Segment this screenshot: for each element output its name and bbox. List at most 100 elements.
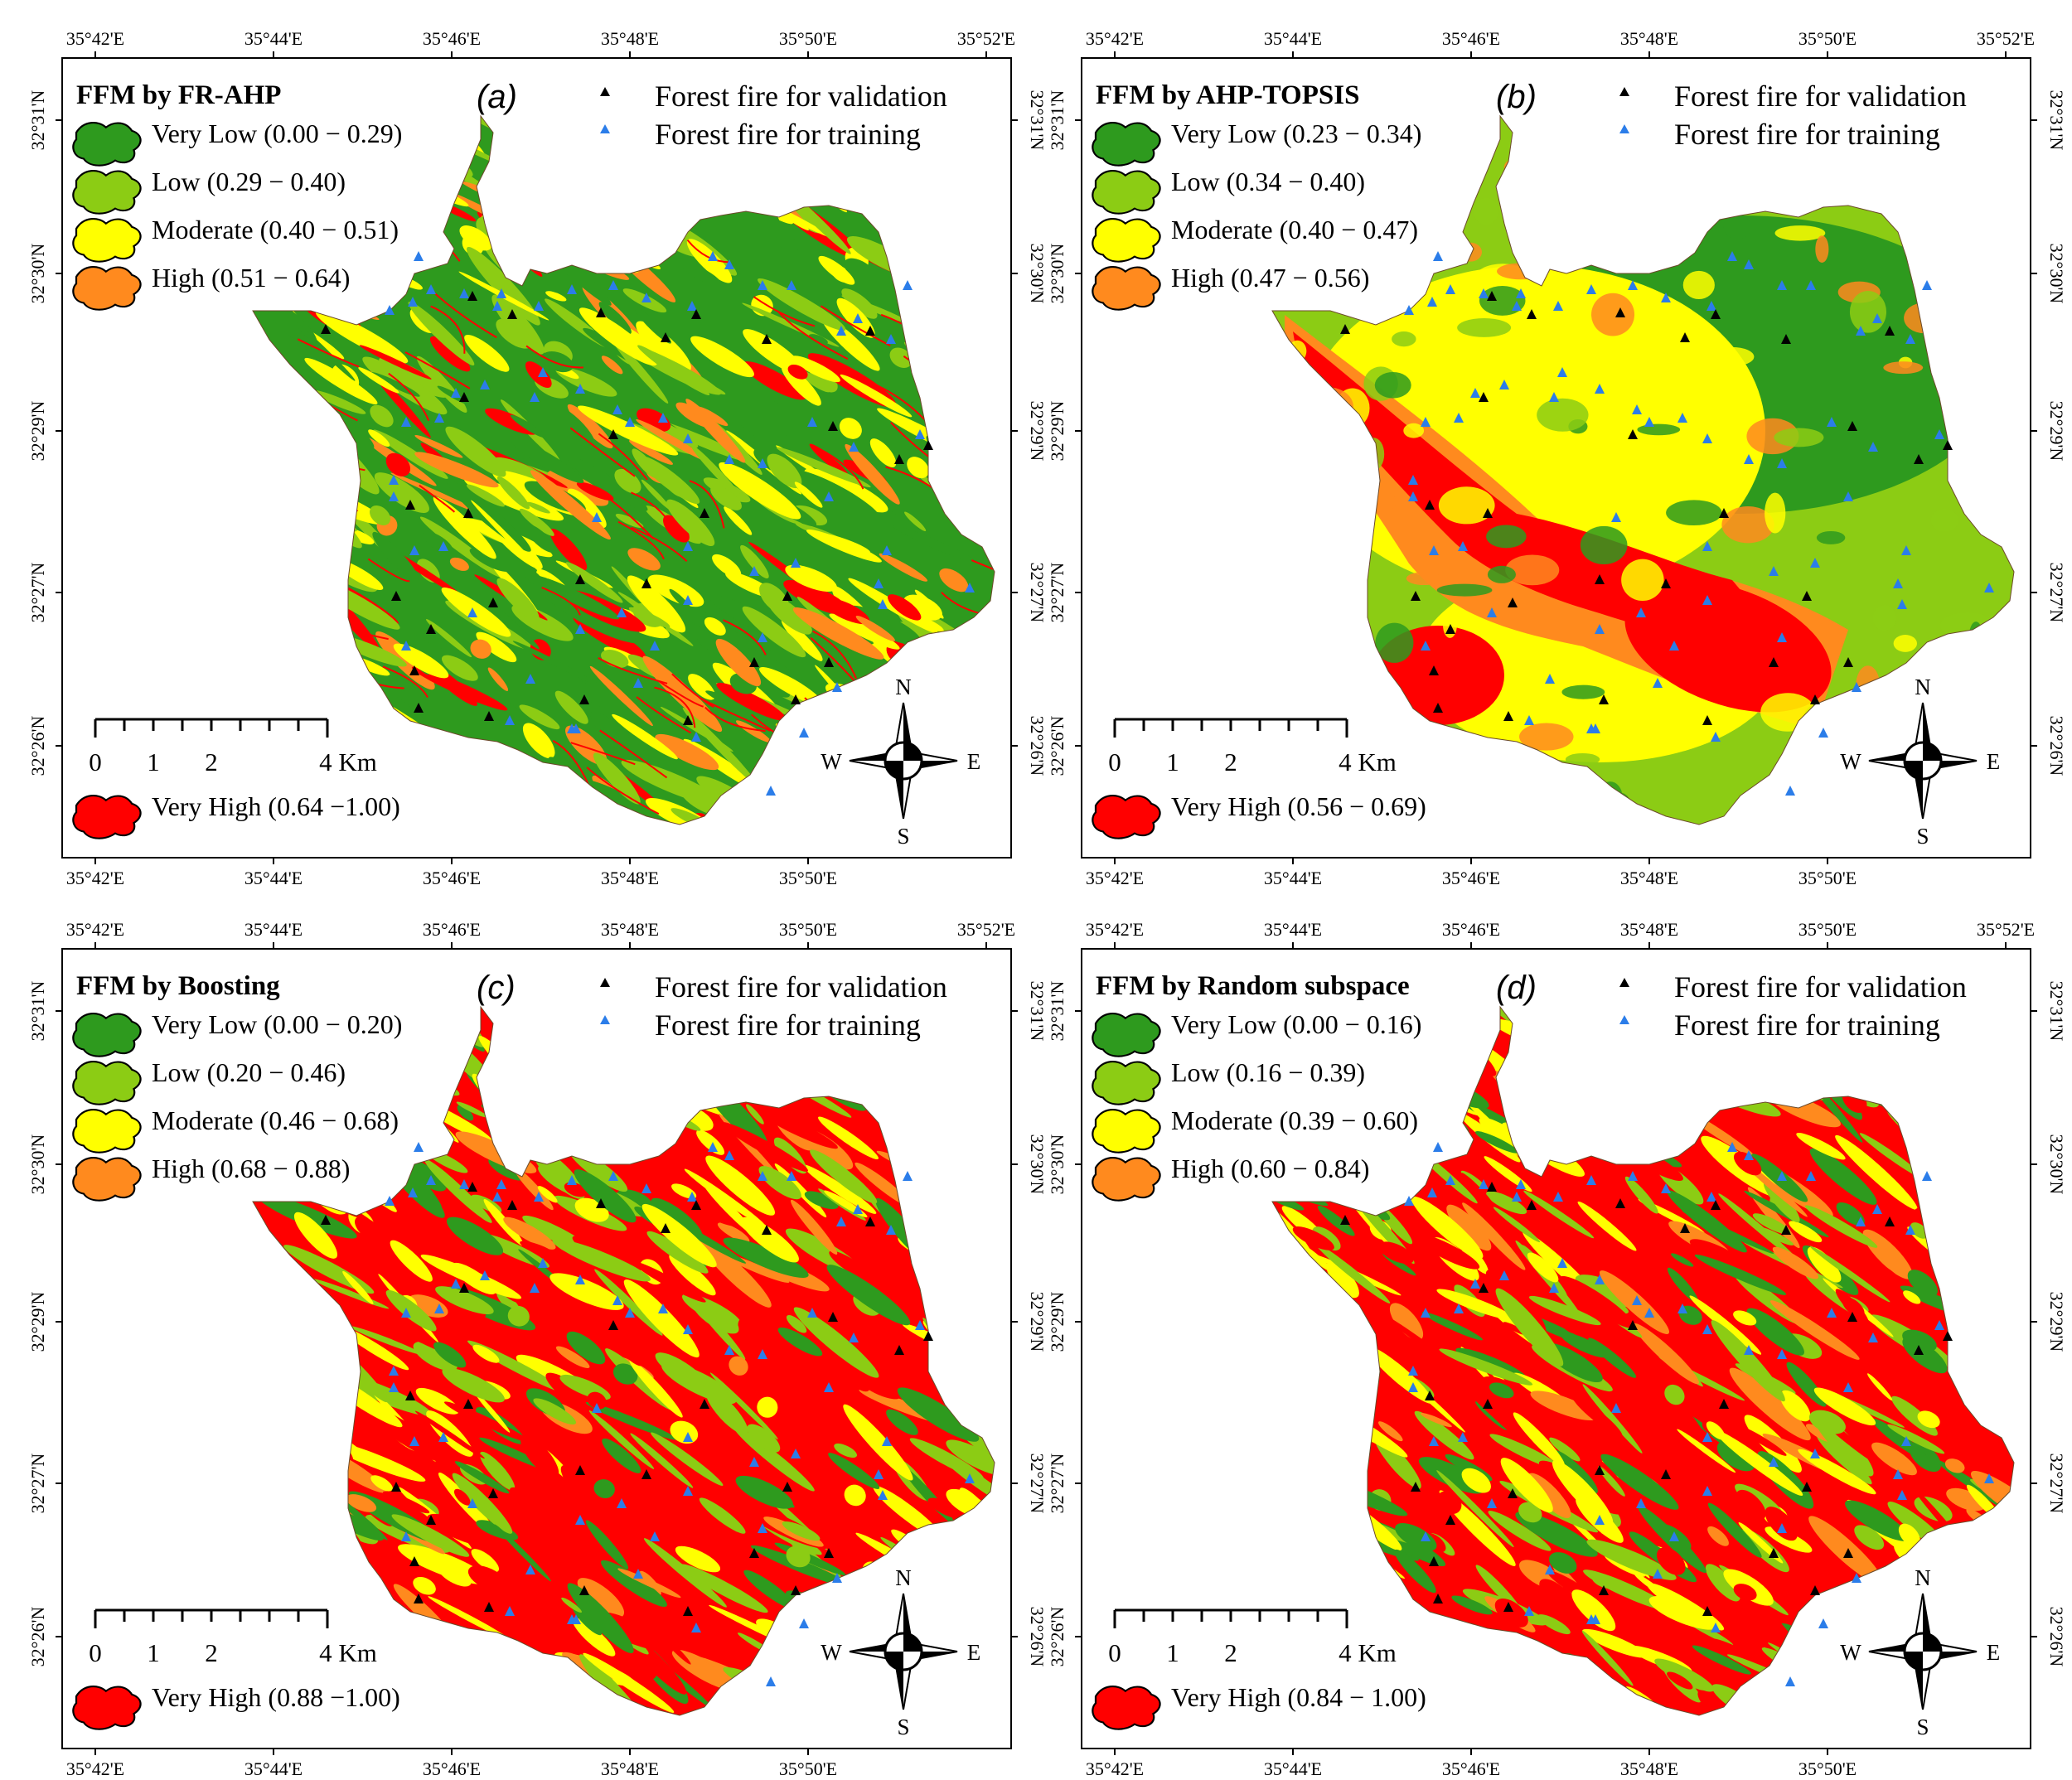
training-fire-marker [1744,1150,1754,1160]
validation-fire-marker [1847,1312,1857,1322]
validation-fire-marker [923,1331,933,1341]
longitude-label-bottom: 35°44'E [244,1758,303,1779]
latitude-label-left: 32°26'N [27,1607,48,1667]
legend-label-high: High (0.60 − 0.84) [1171,1154,1369,1183]
training-legend-label: Forest fire for training [1674,118,1940,151]
legend-swatch-very-low [72,122,142,167]
scale-label: 0 [1108,1638,1121,1667]
training-fire-marker [1632,404,1642,414]
latitude-label-right: 32°30'N [1027,244,1048,304]
validation-fire-marker [463,508,473,518]
validation-fire-marker [762,334,772,344]
legend-label-moderate: Moderate (0.46 − 0.68) [152,1105,399,1135]
longitude-label-top: 35°48'E [1620,28,1678,49]
latitude-label-right: 32°31'N [2046,90,2067,151]
training-fire-marker [683,1486,693,1496]
training-fire-marker [650,1531,660,1541]
training-fire-marker [1445,284,1455,294]
validation-fire-marker [661,1223,670,1233]
training-fire-marker [683,541,693,551]
validation-fire-marker [641,578,651,588]
training-fire-marker [758,1171,767,1181]
longitude-label-top: 35°42'E [1086,919,1144,940]
training-fire-marker [1827,1308,1837,1318]
validation-fire-marker [484,1602,494,1612]
training-fire-marker [426,1175,436,1185]
training-fire-marker [409,1436,419,1446]
training-fire-marker [1595,624,1605,634]
training-fire-marker [1702,1432,1712,1442]
training-fire-marker [1404,305,1414,315]
longitude-label-bottom: 35°48'E [1620,1758,1678,1779]
training-fire-marker [1404,1196,1414,1206]
validation-fire-marker [414,1594,424,1603]
scale-label: 1 [147,747,160,776]
training-fire-marker [1653,1569,1663,1579]
compass-w: W [1840,1640,1861,1665]
training-fire-marker [1843,1382,1853,1392]
legend-swatch-very-high [72,1686,142,1730]
training-fire-marker [886,1225,896,1235]
validation-fire-marker [1340,1215,1350,1225]
validation-fire-marker [467,1182,477,1192]
legend-label-very-low: Very Low (0.00 − 0.20) [152,1009,402,1039]
training-fire-marker [434,1304,444,1313]
validation-fire-marker [1914,454,1924,464]
validation-fire-marker [762,1225,772,1235]
validation-fire-marker [824,1548,834,1558]
north-arrow-icon [849,702,958,820]
validation-fire-marker [426,1515,436,1525]
validation-fire-marker [749,657,759,667]
training-fire-marker [1470,388,1480,398]
latitude-label-left: 32°31'N [27,90,48,151]
training-fire-marker [1586,284,1596,294]
training-fire-marker [459,1179,469,1189]
validation-fire-marker [579,1585,589,1595]
validation-fire-marker [1885,326,1895,336]
training-fire-marker [882,545,892,555]
training-fire-marker [1843,491,1853,501]
longitude-label-top: 35°52'E [1977,919,2035,940]
compass-w: W [1840,749,1861,774]
compass-e: E [967,749,981,774]
training-fire-marker [1901,1436,1911,1446]
training-fire-marker [1590,1614,1600,1624]
training-fire-marker [1777,1171,1787,1181]
validation-fire-marker [608,429,618,439]
legend-swatch-moderate [1092,1109,1161,1154]
validation-fire-marker [691,1200,701,1210]
validation-fire-marker [1340,324,1350,334]
training-fire-marker [882,1436,892,1446]
training-fire-marker [1872,313,1882,323]
training-fire-marker [1433,251,1443,261]
validation-fire-marker [1843,657,1853,667]
training-fire-marker [1984,583,1994,593]
scale-label: 0 [89,747,102,776]
legend-label-low: Low (0.16 − 0.39) [1171,1057,1365,1087]
validation-fire-marker [507,309,517,319]
training-fire-marker [1810,558,1820,568]
latitude-label-left: 32°26'N [1047,1607,1067,1667]
training-fire-marker [641,1183,651,1193]
longitude-label-top: 35°50'E [1798,28,1857,49]
scale-label: 2 [1224,1638,1237,1667]
validation-fire-marker [1914,1345,1924,1355]
longitude-label-top: 35°44'E [244,919,303,940]
validation-fire-marker [596,307,606,317]
training-fire-marker [799,728,809,738]
legend-label-moderate: Moderate (0.40 − 0.51) [152,215,399,244]
validation-fire-marker [749,1548,759,1558]
validation-fire-marker [683,1606,693,1616]
compass-e: E [1987,1640,2001,1665]
training-fire-marker [426,284,436,294]
training-fire-marker [965,583,975,593]
longitude-label-top: 35°42'E [66,28,124,49]
training-fire-marker [1893,1469,1903,1479]
training-fire-marker [1636,607,1646,617]
validation-fire-marker [426,624,436,634]
legend-label-low: Low (0.29 − 0.40) [152,167,346,196]
training-fire-marker [1677,413,1687,423]
compass-s: S [897,1715,909,1739]
training-fire-marker [1785,1676,1795,1686]
training-fire-marker [658,413,668,423]
